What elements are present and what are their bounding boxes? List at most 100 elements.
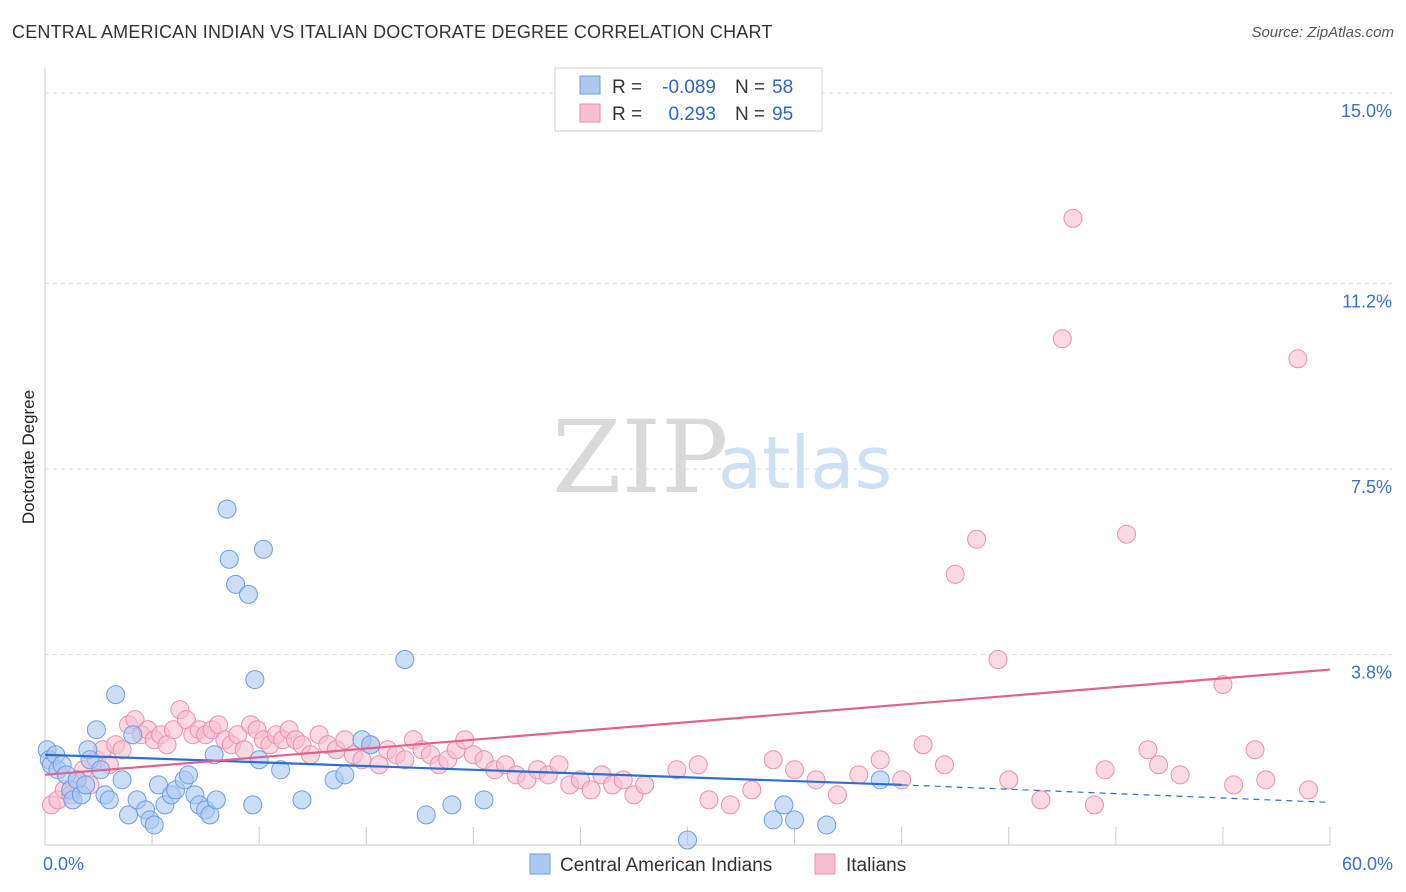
data-point-blue xyxy=(763,810,783,830)
data-point-blue xyxy=(416,805,436,825)
data-point-pink xyxy=(1052,329,1072,349)
data-point-blue xyxy=(474,790,494,810)
data-point-pink xyxy=(1245,740,1265,760)
data-point-pink xyxy=(720,795,740,815)
data-point-pink xyxy=(613,770,633,790)
data-point-pink xyxy=(999,770,1019,790)
legend-r-value-1: -0.089 xyxy=(662,77,716,98)
data-point-blue xyxy=(238,584,258,604)
bottom-legend-label-pink: Italians xyxy=(846,855,906,876)
data-point-blue xyxy=(253,539,273,559)
data-point-blue xyxy=(112,770,132,790)
data-point-pink xyxy=(1256,770,1276,790)
data-point-blue xyxy=(335,765,355,785)
data-point-pink xyxy=(935,755,954,775)
data-point-pink xyxy=(1213,675,1233,695)
gridlines xyxy=(45,92,1392,656)
data-point-pink xyxy=(164,720,183,740)
y-tick-label: 15.0% xyxy=(1341,101,1392,121)
y-axis-label: Doctorate Degree xyxy=(19,390,38,524)
watermark-zip: ZIP xyxy=(552,399,728,516)
data-point-blue xyxy=(249,750,269,770)
legend-swatch-pink xyxy=(579,103,601,123)
trend-lines xyxy=(44,668,1331,803)
data-point-pink xyxy=(688,755,708,775)
data-point-pink xyxy=(1149,755,1169,775)
legend-n-value-1: 58 xyxy=(772,77,793,98)
bottom-legend: Central American Indians Italians xyxy=(529,853,906,876)
legend-swatch-blue xyxy=(579,75,601,95)
data-point-pink xyxy=(1224,775,1244,795)
data-point-pink xyxy=(827,785,847,805)
data-point-pink xyxy=(581,780,601,800)
data-point-blue xyxy=(292,790,312,810)
data-point-pink xyxy=(967,529,987,549)
data-point-blue xyxy=(395,650,415,670)
data-point-blue xyxy=(149,775,169,795)
data-point-pink xyxy=(667,760,687,780)
data-point-blue xyxy=(774,795,794,815)
data-point-pink xyxy=(1095,760,1115,780)
trend-line-extension-blue xyxy=(901,784,1331,803)
data-point-blue xyxy=(271,760,291,780)
bottom-legend-swatch-pink xyxy=(814,853,836,875)
bottom-legend-swatch-blue xyxy=(529,853,551,875)
legend-n-label-1: N = xyxy=(735,77,765,98)
trend-line-pink xyxy=(44,668,1331,776)
data-point-pink xyxy=(549,755,569,775)
data-point-pink xyxy=(785,760,805,780)
chart-title: CENTRAL AMERICAN INDIAN VS ITALIAN DOCTO… xyxy=(12,22,773,42)
data-point-pink xyxy=(1063,208,1083,228)
data-point-blue xyxy=(206,790,226,810)
legend-r-label-1: R = xyxy=(612,77,642,98)
data-point-pink xyxy=(892,770,912,790)
legend-box: R = -0.089 N = 58 R = 0.293 N = 95 xyxy=(554,67,823,132)
data-point-pink xyxy=(1299,780,1319,800)
x-tick-label: 0.0% xyxy=(43,854,84,874)
data-point-blue xyxy=(219,549,239,569)
data-point-pink xyxy=(112,740,132,760)
data-point-blue xyxy=(243,795,263,815)
data-point-blue xyxy=(442,795,462,815)
data-point-pink xyxy=(806,770,826,790)
data-point-pink xyxy=(1288,349,1308,369)
data-point-pink xyxy=(395,750,415,770)
y-tick-label: 7.5% xyxy=(1351,477,1392,497)
data-point-blue xyxy=(226,574,246,594)
data-point-blue xyxy=(678,830,697,850)
data-point-blue xyxy=(106,685,126,705)
data-point-pink xyxy=(635,775,655,795)
data-point-pink xyxy=(1138,740,1158,760)
data-point-pink xyxy=(1031,790,1051,810)
data-point-pink xyxy=(763,750,783,770)
data-point-pink xyxy=(369,755,389,775)
data-point-pink xyxy=(870,750,890,770)
trend-line-blue xyxy=(44,753,902,786)
data-point-pink xyxy=(699,790,719,810)
series-points xyxy=(37,208,1319,850)
data-point-blue xyxy=(123,725,143,745)
data-point-blue xyxy=(817,815,837,835)
data-point-blue xyxy=(361,735,381,755)
data-point-pink xyxy=(1084,795,1104,815)
data-point-pink xyxy=(1117,524,1137,544)
watermark-atlas: atlas xyxy=(718,421,892,505)
data-point-blue xyxy=(245,670,265,690)
bottom-legend-label-blue: Central American Indians xyxy=(560,855,772,876)
data-point-blue xyxy=(119,805,139,825)
data-point-pink xyxy=(913,735,933,755)
legend-r-value-2: 0.293 xyxy=(668,104,716,125)
data-point-pink xyxy=(301,745,321,765)
legend-n-value-2: 95 xyxy=(772,104,793,125)
data-point-blue xyxy=(870,770,890,790)
data-point-blue xyxy=(99,790,119,810)
legend-n-label-2: N = xyxy=(735,104,765,125)
legend-r-label-2: R = xyxy=(612,104,642,125)
data-point-blue xyxy=(144,815,164,835)
data-point-blue xyxy=(217,499,237,519)
tick-labels: 3.8% 7.5% 11.2% 15.0% 0.0% 60.0% xyxy=(43,101,1393,874)
data-point-blue xyxy=(178,765,198,785)
y-tick-label: 3.8% xyxy=(1351,663,1392,683)
data-point-blue xyxy=(86,720,106,740)
